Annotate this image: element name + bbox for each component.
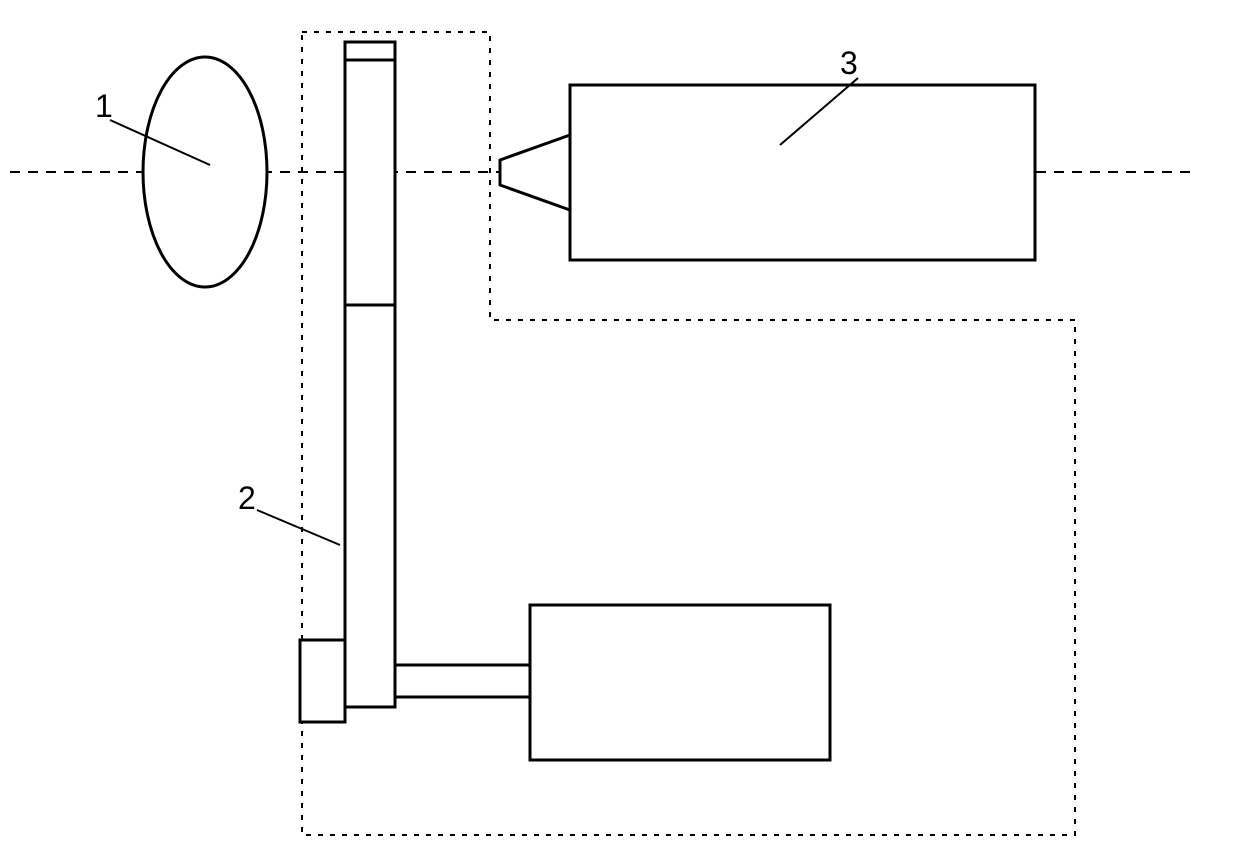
label-3: 3 [840, 45, 858, 82]
diagram-svg [0, 0, 1240, 847]
label-2: 2 [238, 480, 256, 517]
diagram-canvas: 1 2 3 [0, 0, 1240, 847]
label-1: 1 [95, 88, 113, 125]
